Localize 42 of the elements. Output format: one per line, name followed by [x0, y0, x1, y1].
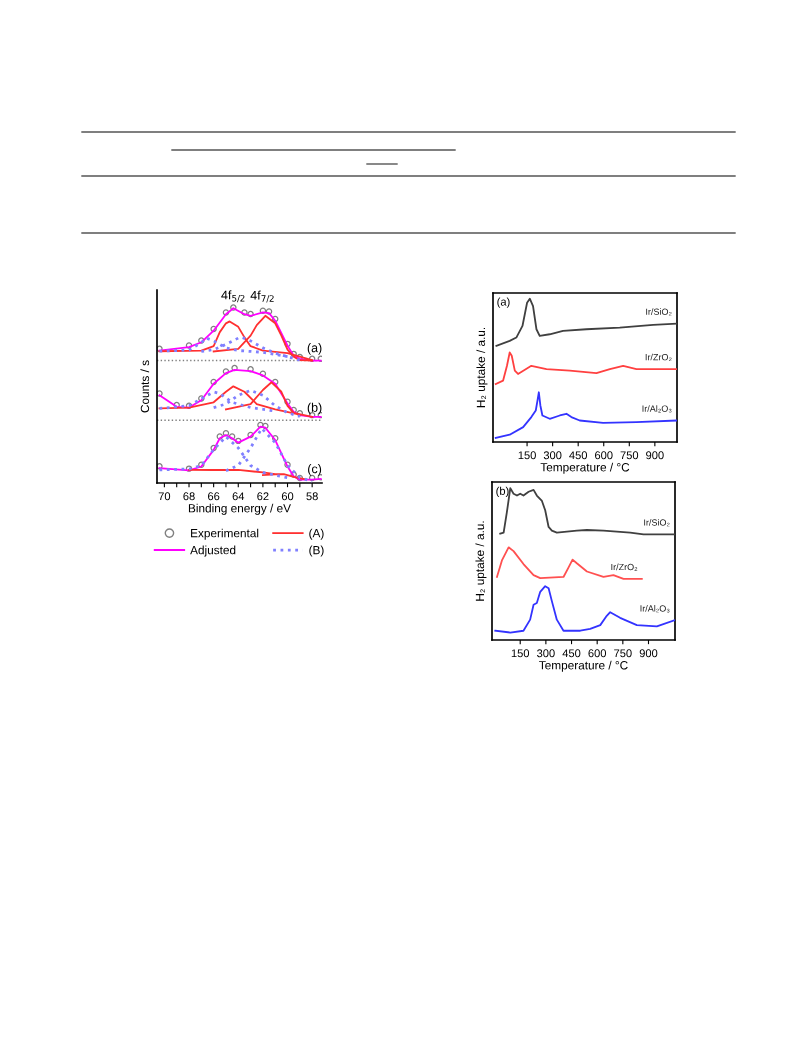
legend-label: Experimental: [191, 528, 259, 540]
x-tick-label: 450: [569, 451, 588, 460]
x-tick-label: 600: [588, 649, 607, 658]
series-label: Ir/ZrO₂: [611, 563, 638, 571]
x-axis-title: Temperature / °C: [540, 462, 630, 474]
x-tick-label: 62: [257, 492, 269, 501]
annotation: (b): [496, 486, 509, 498]
y-axis-title: Counts / s: [140, 360, 150, 413]
legend-label: Adjusted: [190, 545, 236, 557]
x-tick-label: 750: [620, 451, 639, 460]
x-tick-label: 66: [208, 492, 220, 501]
annotation: (a): [497, 297, 510, 308]
x-tick-label: 150: [518, 451, 536, 460]
x-tick-label: 300: [537, 649, 555, 658]
x-tick-label: 60: [281, 492, 294, 501]
annotation: 4f$_{5/2}$: [221, 290, 245, 303]
series-label: Ir/SiO₂: [644, 519, 670, 527]
x-tick-label: 64: [232, 492, 245, 501]
x-tick-label: 70: [158, 492, 171, 501]
series-label: Ir/SiO₂: [646, 308, 672, 316]
legend-label: (B): [309, 545, 324, 557]
x-tick-label: 900: [646, 451, 664, 460]
annotation: (c): [308, 464, 322, 476]
x-tick-label: 750: [614, 649, 632, 658]
x-tick-label: 600: [595, 451, 613, 460]
y-axis-title: H₂ uptake / a.u.: [476, 327, 488, 408]
x-tick-label: 900: [639, 649, 658, 658]
series-label: Ir/ZrO₂: [645, 353, 672, 362]
x-axis-title: Temperature / °C: [539, 660, 628, 672]
text: 4f$_{7/2}$: [250, 290, 274, 303]
annotation: (b): [307, 402, 322, 415]
x-tick-label: 450: [562, 649, 581, 658]
x-axis-title: Binding energy / eV: [188, 503, 291, 515]
legend-label: (A): [309, 528, 324, 540]
x-tick-label: 68: [183, 492, 195, 501]
x-tick-label: 150: [511, 649, 530, 658]
x-tick-label: 300: [543, 451, 562, 460]
y-axis-title: H₂ uptake / a.u.: [475, 521, 487, 601]
series-label: Ir/Al₂O₃: [640, 605, 670, 613]
x-tick-label: 58: [306, 492, 318, 501]
series-label: Ir/Al₂O₃: [642, 405, 672, 413]
annotation: (a): [307, 343, 322, 355]
